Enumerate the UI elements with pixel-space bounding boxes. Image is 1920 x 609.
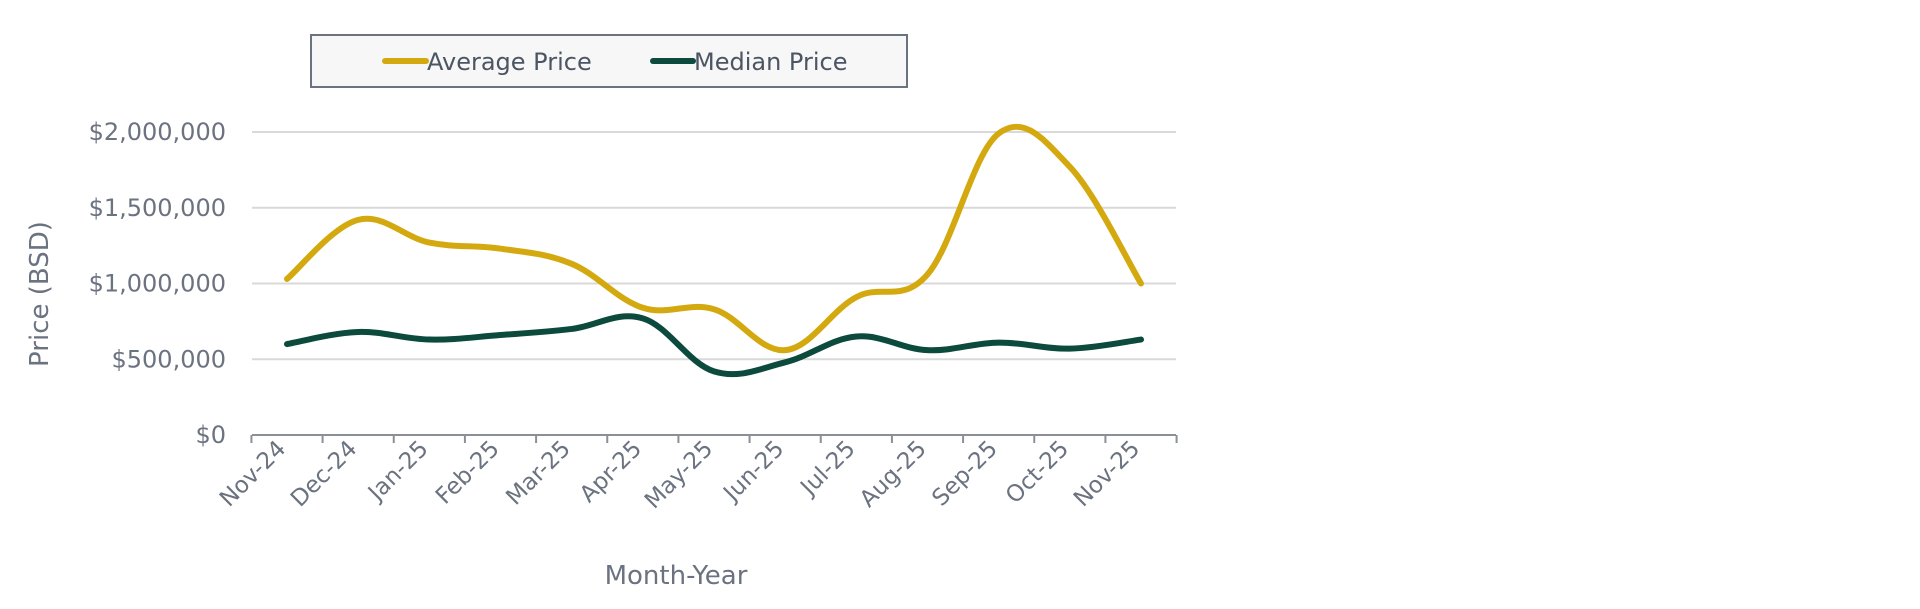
legend: Average Price Median Price	[310, 34, 908, 88]
x-tick-label: Sep-25	[927, 436, 1003, 512]
x-tick-label: Nov-25	[1069, 436, 1145, 512]
y-tick-label: $500,000	[111, 345, 226, 373]
series-lines	[284, 123, 1144, 378]
y-tick-label: $1,000,000	[89, 270, 226, 298]
x-axis-title: Month-Year	[605, 561, 748, 591]
legend-label-median-price: Median Price	[694, 48, 847, 76]
x-tick-label: Nov-24	[215, 436, 291, 512]
y-tick-label: $2,000,000	[89, 118, 226, 146]
y-axis-title: Price (BSD)	[25, 221, 55, 367]
x-tick-label: Apr-25	[575, 436, 647, 508]
x-tick-label: Aug-25	[855, 436, 932, 513]
x-tick-label: Jul-25	[795, 436, 861, 502]
legend-label-average-price: Average Price	[427, 48, 592, 76]
x-tick-label: Dec-24	[286, 436, 362, 512]
y-tick-label: $1,500,000	[89, 194, 226, 222]
x-tick-label: Jun-25	[718, 436, 790, 508]
x-tick-label: Jan-25	[362, 436, 433, 507]
series-line-median-price	[284, 313, 1144, 378]
x-tick-label: Mar-25	[501, 436, 576, 511]
y-tick-label: $0	[195, 421, 226, 449]
x-tick-label: May-25	[640, 436, 718, 514]
x-tick-label: Oct-25	[1001, 436, 1074, 509]
series-line-average-price	[284, 123, 1144, 354]
x-tick-label: Feb-25	[431, 436, 505, 510]
grid-lines	[252, 131, 1176, 361]
axes	[250, 434, 1178, 443]
y-axis-ticks: $0 $500,000 $1,000,000 $1,500,000 $2,000,000	[89, 118, 226, 449]
